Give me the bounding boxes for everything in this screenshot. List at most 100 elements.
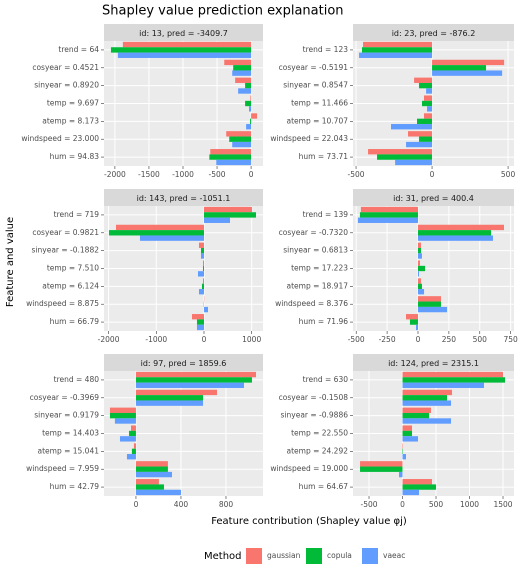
bar — [117, 52, 252, 58]
panel-title: id: 31, pred = 400.4 — [393, 194, 474, 203]
strip — [353, 24, 514, 41]
bar — [203, 306, 208, 313]
y-tick-label: trend = 139 — [303, 210, 349, 219]
legend-label: copula — [327, 551, 352, 560]
bar — [250, 118, 252, 125]
x-tick-label: -250 — [379, 335, 396, 344]
y-tick-label: hum = 73.71 — [299, 152, 349, 161]
x-tick-label: 750 — [503, 335, 518, 344]
panel-title: id: 124, pred = 2315.1 — [388, 359, 479, 368]
bar — [402, 395, 448, 401]
panel-title: id: 13, pred = -3409.7 — [139, 29, 228, 38]
bar — [200, 253, 204, 259]
y-tick-label: cosyear = -0.5191 — [279, 63, 349, 72]
y-tick-label: hum = 42.79 — [50, 482, 100, 491]
y-tick-label: cosyear = -0.1508 — [279, 393, 349, 402]
bar — [122, 41, 252, 48]
y-tick-label: temp = 7.510 — [47, 264, 99, 273]
bar — [209, 154, 252, 160]
bar — [402, 382, 484, 388]
x-tick-label: 1000 — [460, 500, 479, 509]
bar — [135, 461, 168, 467]
bar — [417, 306, 448, 313]
y-tick-label: sinyear = -0.1882 — [32, 246, 100, 255]
bar — [402, 479, 432, 485]
bar — [197, 271, 204, 277]
bar — [108, 230, 204, 236]
y-tick-label: windspeed = 8.875 — [26, 299, 99, 308]
panel-title: id: 23, pred = -876.2 — [392, 29, 476, 38]
bar — [360, 466, 403, 472]
bar — [417, 296, 441, 302]
bar — [250, 95, 252, 101]
bar — [200, 247, 204, 254]
y-tick-label: trend = 630 — [303, 375, 349, 384]
bar — [135, 371, 257, 378]
bar — [417, 283, 422, 290]
bar — [402, 454, 406, 460]
panel-title: id: 97, pred = 1859.6 — [141, 359, 227, 368]
bar — [402, 371, 504, 378]
bar — [417, 278, 421, 284]
bar — [422, 100, 433, 107]
bar — [135, 466, 168, 472]
bar — [395, 159, 433, 166]
y-tick-label: sinyear = -0.9886 — [281, 411, 349, 420]
y-tick-label: temp = 9.697 — [47, 99, 99, 108]
bar — [126, 454, 136, 460]
x-tick-label: -1500 — [138, 170, 160, 179]
bar — [235, 77, 252, 83]
y-tick-label: temp = 14.403 — [42, 429, 99, 438]
bar — [196, 324, 204, 331]
x-tick-label: 0 — [202, 335, 207, 344]
bar — [391, 124, 433, 130]
chart-title: Shapley value prediction explanation — [102, 4, 344, 19]
x-tick-label: 0 — [249, 170, 254, 179]
bar — [245, 82, 252, 89]
x-tick-label: 800 — [219, 500, 234, 509]
x-tick-label: 500 — [501, 170, 516, 179]
legend-key — [306, 548, 322, 564]
strip — [353, 354, 514, 371]
y-tick-label: temp = 17.223 — [291, 264, 348, 273]
bar — [210, 149, 252, 155]
bar — [423, 95, 433, 101]
bar — [417, 265, 426, 272]
y-tick-label: cosyear = -0.7320 — [279, 228, 349, 237]
bar — [359, 212, 418, 218]
x-axis-label: Feature contribution (Shapley value φj) — [211, 516, 407, 527]
bar — [135, 479, 159, 485]
bar — [402, 407, 431, 413]
bar — [202, 278, 204, 284]
bar — [251, 113, 258, 119]
y-tick-label: atemp = 6.124 — [42, 281, 99, 290]
bar — [357, 217, 418, 223]
bar — [114, 418, 136, 424]
bar — [128, 430, 136, 437]
y-tick-label: cosyear = -0.3969 — [30, 393, 100, 402]
bar — [402, 425, 413, 431]
bar — [139, 235, 204, 241]
bar — [432, 65, 487, 71]
y-tick-label: hum = 71.96 — [299, 317, 349, 326]
bar — [135, 389, 217, 396]
y-tick-label: atemp = 15.041 — [37, 446, 99, 455]
x-tick-label: -500 — [348, 335, 365, 344]
bar — [361, 47, 433, 53]
x-tick-label: 0 — [134, 500, 139, 509]
y-tick-label: sinyear = 0.6813 — [283, 246, 348, 255]
bar — [402, 418, 452, 424]
bar — [216, 159, 252, 166]
bar — [417, 235, 493, 241]
bar — [406, 141, 433, 148]
bar — [229, 136, 252, 142]
bar — [224, 59, 252, 66]
y-tick-label: hum = 64.67 — [299, 482, 349, 491]
y-tick-label: atemp = 10.707 — [286, 116, 348, 125]
bar — [198, 242, 204, 248]
legend-title: Method — [204, 551, 242, 562]
bar — [402, 377, 506, 383]
legend-key — [246, 548, 262, 564]
bar — [109, 407, 136, 413]
bar — [427, 106, 433, 112]
